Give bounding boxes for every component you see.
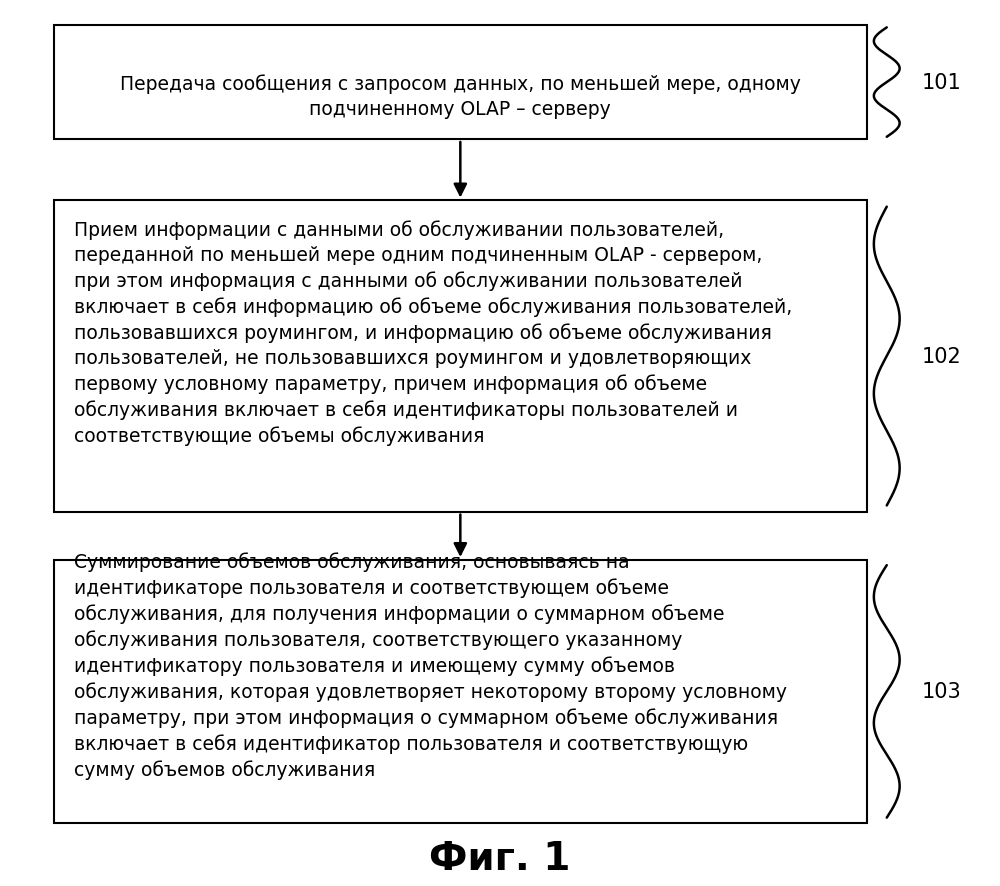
Text: 103: 103 [921, 681, 961, 702]
FancyBboxPatch shape [54, 26, 867, 140]
Text: 102: 102 [921, 346, 961, 367]
Text: Передача сообщения с запросом данных, по меньшей мере, одному
подчиненному OLAP : Передача сообщения с запросом данных, по… [120, 74, 801, 119]
Text: 101: 101 [921, 73, 961, 93]
FancyBboxPatch shape [54, 201, 867, 512]
Text: Фиг. 1: Фиг. 1 [429, 839, 571, 877]
FancyBboxPatch shape [54, 560, 867, 823]
Text: Суммирование объемов обслуживания, основываясь на
идентификаторе пользователя и : Суммирование объемов обслуживания, основ… [74, 552, 787, 779]
Text: Прием информации с данными об обслуживании пользователей,
переданной по меньшей : Прием информации с данными об обслуживан… [74, 220, 792, 445]
